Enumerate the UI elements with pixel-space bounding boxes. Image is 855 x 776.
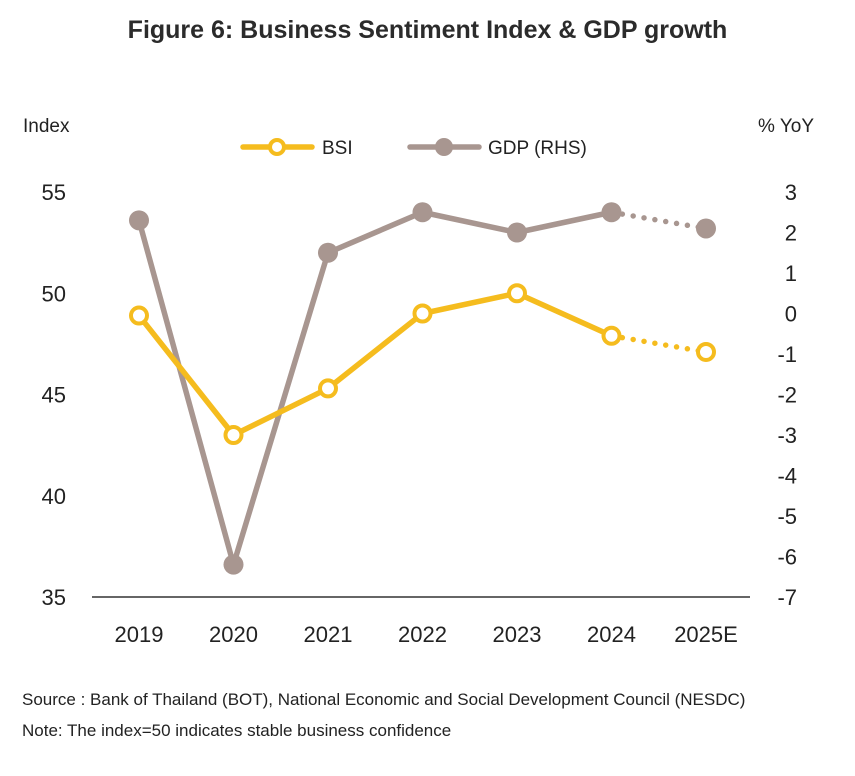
bsi-line bbox=[136, 290, 615, 438]
y2-tick-label: -6 bbox=[777, 545, 797, 570]
y-tick-label: 50 bbox=[42, 281, 66, 306]
y2-tick-label: -2 bbox=[777, 383, 797, 408]
gdp-forecast-line bbox=[608, 209, 709, 232]
right-axis-label: % YoY bbox=[758, 116, 814, 137]
y2-tick-label: -7 bbox=[777, 585, 797, 610]
y2-tick-label: 2 bbox=[785, 221, 797, 246]
y-tick-label: 55 bbox=[42, 180, 66, 205]
y-tick-label: 35 bbox=[42, 585, 66, 610]
x-tick-label: 2020 bbox=[209, 622, 258, 647]
bsi-point bbox=[696, 341, 716, 362]
gdp-point bbox=[412, 202, 433, 223]
x-tick-label: 2025E bbox=[674, 622, 738, 647]
x-tick-label: 2021 bbox=[304, 622, 353, 647]
y2-tick-label: -1 bbox=[777, 342, 797, 367]
chart-title: Figure 6: Business Sentiment Index & GDP… bbox=[127, 16, 728, 44]
bsi-point bbox=[129, 305, 149, 326]
gdp-point bbox=[696, 218, 716, 239]
left-axis-label: Index bbox=[23, 116, 70, 137]
y2-tick-label: -4 bbox=[777, 464, 797, 489]
legend-bsi-label: BSI bbox=[322, 138, 353, 159]
bsi-point bbox=[318, 378, 338, 399]
y2-tick-label: -3 bbox=[777, 423, 797, 448]
y2-tick-label: 1 bbox=[785, 261, 797, 286]
line-chart: 55 50 45 40 35 3 2 1 0 -1 -2 -3 -4 -5 -6 -7 2019 2020 2021… bbox=[42, 138, 797, 647]
bsi-point bbox=[412, 303, 433, 324]
legend-bsi-marker bbox=[268, 138, 286, 156]
y-tick-label: 45 bbox=[42, 383, 66, 408]
y2-tick-label: -5 bbox=[777, 504, 797, 529]
gdp-point bbox=[601, 202, 622, 223]
gdp-line bbox=[136, 209, 615, 568]
gdp-point bbox=[318, 242, 338, 263]
x-tick-label: 2023 bbox=[493, 622, 542, 647]
bsi-point bbox=[223, 425, 244, 445]
legend-gdp-marker bbox=[435, 138, 453, 156]
bsi-forecast-line bbox=[608, 333, 709, 355]
y2-tick-label: 0 bbox=[785, 302, 797, 327]
gdp-point bbox=[129, 210, 149, 231]
x-tick-label: 2022 bbox=[398, 622, 447, 647]
gdp-point bbox=[223, 554, 244, 575]
x-tick-label: 2019 bbox=[115, 622, 164, 647]
y-tick-label: 40 bbox=[42, 484, 66, 509]
footnote: Note: The index=50 indicates stable busi… bbox=[22, 721, 452, 740]
legend-gdp-label: GDP (RHS) bbox=[488, 138, 587, 159]
bsi-point bbox=[601, 325, 622, 346]
gdp-point bbox=[507, 222, 527, 243]
source-note: Source : Bank of Thailand (BOT), Nationa… bbox=[22, 690, 746, 709]
bsi-point bbox=[507, 283, 527, 304]
y2-tick-label: 3 bbox=[785, 180, 797, 205]
x-tick-label: 2024 bbox=[587, 622, 636, 647]
